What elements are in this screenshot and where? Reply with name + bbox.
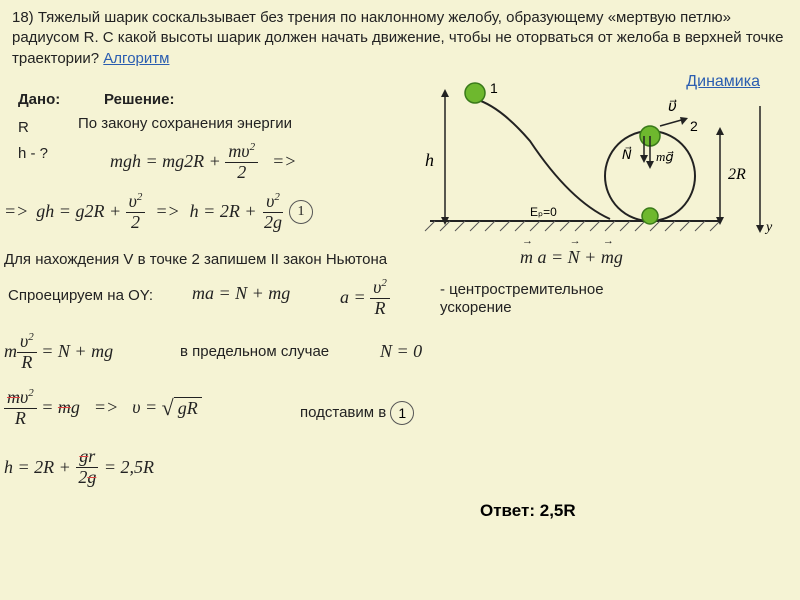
svg-text:2R: 2R <box>728 166 746 183</box>
given-R: R <box>18 119 29 136</box>
ref-circle-1: 1 <box>289 200 313 224</box>
link-algorithm[interactable]: Алгоритм <box>103 50 169 67</box>
n-zero: N = 0 <box>380 341 422 362</box>
energy-law: По закону сохранения энергии <box>78 115 292 132</box>
physics-diagram: 1 2 h 2R mg⃗ N⃗ υ⃗ Eₚ=0 y <box>400 81 780 251</box>
svg-text:1: 1 <box>490 81 498 96</box>
eq1-lhs: mgh <box>110 151 141 172</box>
newton-text: Для нахождения V в точке 2 запишем II за… <box>4 251 387 268</box>
sub-text: подставим в <box>300 404 386 421</box>
svg-text:y: y <box>764 220 773 235</box>
project-text: Спроецируем на OY: <box>8 287 153 304</box>
accel-def: a = υ2 R <box>340 277 390 319</box>
given-h: h - ? <box>18 145 48 162</box>
accel-note: - центростремительное ускорение <box>440 281 640 317</box>
implies-1: => <box>272 151 296 172</box>
solution-area: Дано: R h - ? Решение: По закону сохране… <box>0 91 800 99</box>
limit-text: в предельном случае <box>180 343 329 360</box>
given-header: Дано: <box>18 91 60 108</box>
eq-final: h = 2R + gr 2g = 2,5R <box>4 447 154 488</box>
svg-text:N⃗: N⃗ <box>622 146 632 161</box>
svg-text:h: h <box>425 150 434 170</box>
svg-text:Eₚ=0: Eₚ=0 <box>530 205 557 219</box>
ball-1 <box>465 83 485 103</box>
ball-bottom <box>642 208 658 224</box>
eq-cancel: mυ2 R = mg => υ = √gR <box>4 387 202 429</box>
solution-header: Решение: <box>104 91 174 108</box>
eq-energy: mgh = mg2R + mυ2 2 => <box>110 141 296 183</box>
scalar-newton: ma = N + mg <box>192 283 290 304</box>
eq-simplified: => gh = g2R + υ2 2 => h = 2R + υ2 2g 1 <box>4 191 317 233</box>
svg-text:mg⃗: mg⃗ <box>656 149 674 164</box>
answer: Ответ: 2,5R <box>480 501 576 521</box>
eq1-rhs-a: mg2R <box>162 151 204 172</box>
svg-text:2: 2 <box>690 118 698 134</box>
ref-circle-1b: 1 <box>390 401 414 425</box>
problem-number: 18) <box>12 9 34 26</box>
svg-text:υ⃗: υ⃗ <box>668 99 677 115</box>
eq-mv2r: m υ2 R = N + mg <box>4 331 113 373</box>
problem-statement: 18) Тяжелый шарик соскальзывает без трен… <box>0 0 800 73</box>
